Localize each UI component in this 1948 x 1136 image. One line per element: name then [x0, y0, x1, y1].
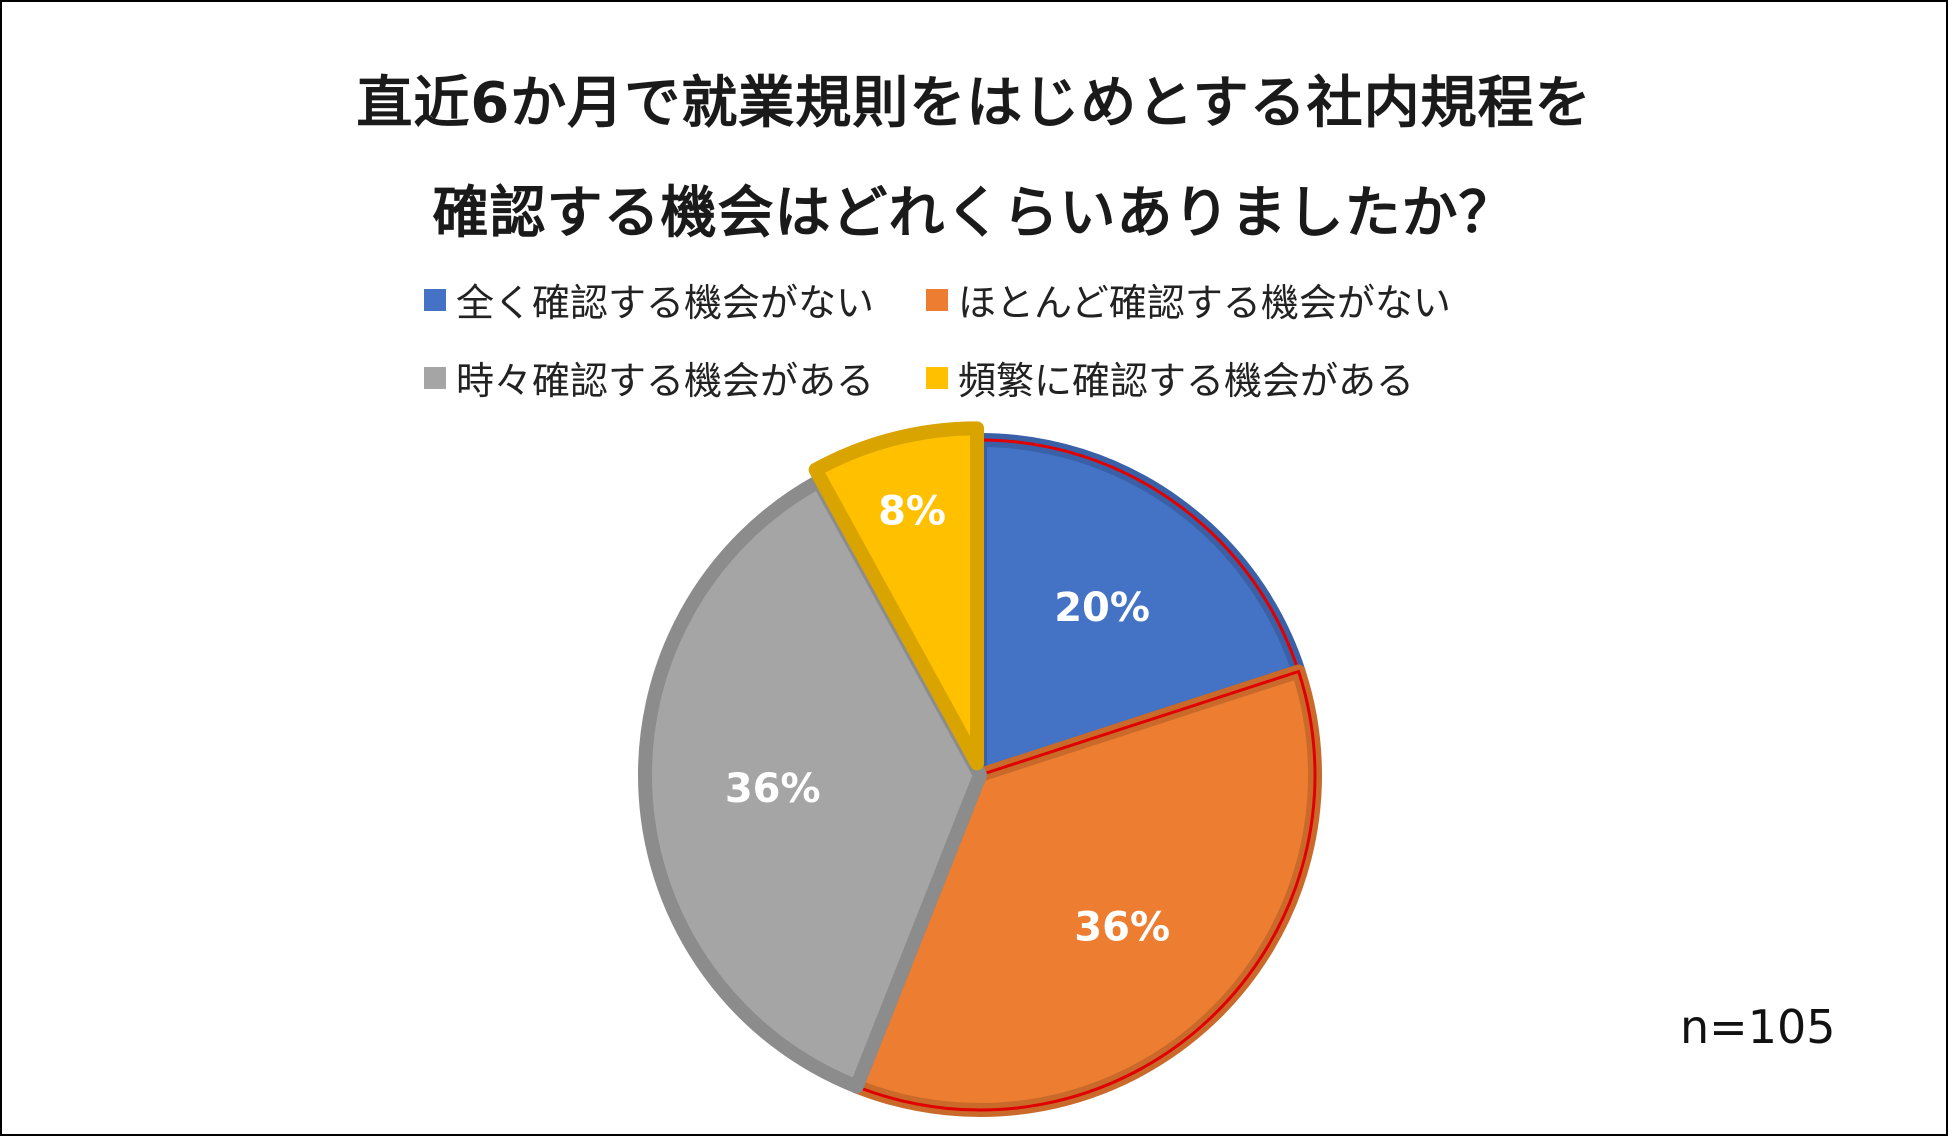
- pie-label-none: 20%: [1054, 585, 1150, 631]
- sample-size-label: n=105: [1680, 1000, 1836, 1054]
- legend-item-sometimes: 時々確認する機会がある: [424, 350, 874, 405]
- pie-label-rarely: 36%: [1074, 904, 1170, 950]
- pie-label-frequently: 8%: [878, 488, 946, 534]
- legend-item-none: 全く確認する機会がない: [424, 272, 874, 327]
- pie-slice-frequently: [808, 421, 985, 771]
- legend-label-rarely: ほとんど確認する機会がない: [958, 281, 1451, 325]
- pie-label-sometimes: 36%: [725, 766, 821, 812]
- legend-label-frequently: 頻繁に確認する機会がある: [958, 359, 1415, 403]
- legend-swatch-rarely: [926, 288, 948, 311]
- legend-swatch-frequently: [926, 366, 948, 389]
- legend-swatch-sometimes: [424, 366, 446, 389]
- legend-item-rarely: ほとんど確認する機会がない: [926, 272, 1451, 327]
- pie-slice-none-outline: [978, 438, 1301, 778]
- legend-label-none: 全く確認する機会がない: [456, 281, 875, 325]
- pie-slice-sometimes: [638, 474, 987, 1094]
- pie-slice-rarely-outline: [854, 669, 1317, 1112]
- legend-swatch-none: [424, 288, 446, 311]
- legend-label-sometimes: 時々確認する機会がある: [456, 359, 875, 403]
- legend-item-frequently: 頻繁に確認する機会がある: [926, 350, 1414, 405]
- chart-title-line2: 確認する機会はどれくらいありましたか？: [432, 181, 1516, 246]
- chart-title-line1: 直近6か月で就業規則をはじめとする社内規程を: [356, 71, 1592, 136]
